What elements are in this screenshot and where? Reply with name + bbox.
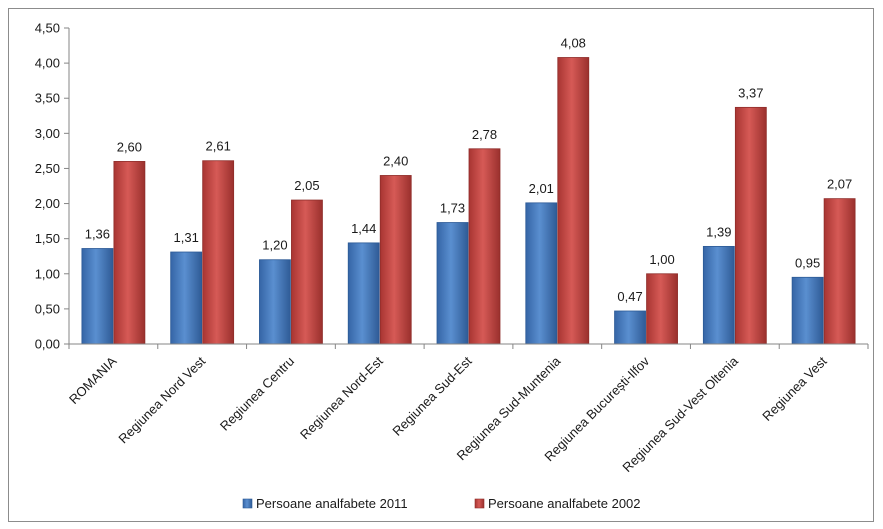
data-label: 3,37 (738, 85, 763, 100)
category-label: Regiunea Centru (217, 354, 297, 434)
data-label: 1,00 (649, 252, 674, 267)
bar (436, 222, 469, 345)
y-tick-label: 1,50 (35, 231, 60, 246)
y-tick-label: 3,50 (35, 91, 60, 106)
y-tick-label: 3,00 (35, 126, 60, 141)
legend: Persoane analfabete 2011 Persoane analfab… (242, 496, 641, 511)
bar (259, 259, 291, 345)
bar (202, 160, 235, 345)
category-label: Regiunea Nord-Est (297, 353, 386, 442)
bar (113, 161, 146, 345)
category-label: ROMANIA (66, 353, 120, 407)
data-label: 0,47 (617, 289, 642, 304)
y-tick-label: 0,00 (35, 337, 60, 352)
y-tick-label: 2,00 (35, 196, 60, 211)
data-label: 1,36 (85, 226, 110, 241)
data-label: 1,73 (440, 201, 465, 216)
data-label: 2,05 (294, 178, 319, 193)
legend-label: Persoane analfabete 2011 (256, 496, 408, 511)
category-label: Regiunea Vest (759, 353, 830, 424)
y-tick-label: 2,50 (35, 161, 60, 176)
bar (791, 276, 824, 345)
bar (525, 202, 558, 345)
bar (347, 242, 380, 345)
bar (81, 248, 114, 345)
data-label: 1,39 (706, 224, 731, 239)
bar (379, 175, 412, 345)
bar (646, 273, 678, 345)
data-label: 2,40 (383, 153, 408, 168)
y-tick-label: 0,50 (35, 301, 60, 316)
legend-swatch (242, 498, 253, 509)
bar (614, 310, 646, 345)
y-axis: 0,00 0,50 1,00 1,50 2,00 2,50 3,00 3,50 4,00 4,50 (35, 21, 70, 352)
data-label: 2,78 (472, 127, 497, 142)
bar (170, 251, 203, 345)
data-label: 2,60 (117, 139, 142, 154)
category-label: Regiunea Sud-Est (389, 353, 474, 438)
data-label: 1,44 (351, 221, 376, 236)
y-tick-label: 4,00 (35, 56, 60, 71)
bar (734, 106, 767, 345)
data-labels: 1,36 2,60 1,31 2,61 1,20 2,05 1,44 2,40 1,73 2,78… (85, 35, 853, 304)
data-label: 1,20 (262, 238, 287, 253)
bar (557, 57, 590, 345)
legend-swatch (474, 498, 485, 509)
data-label: 2,01 (529, 181, 554, 196)
data-label: 2,07 (827, 177, 852, 192)
bars (81, 57, 856, 345)
bar (823, 198, 856, 345)
legend-label: Persoane analfabete 2002 (488, 496, 641, 511)
category-label: Regiunea Nord Vest (115, 353, 208, 446)
data-label: 4,08 (561, 35, 586, 50)
bar (702, 245, 735, 345)
data-label: 1,31 (174, 230, 199, 245)
data-label: 0,95 (795, 255, 820, 270)
y-tick-label: 1,00 (35, 266, 60, 281)
bar (468, 148, 501, 345)
data-label: 2,61 (206, 139, 231, 154)
y-tick-label: 4,50 (35, 21, 60, 36)
bar (291, 199, 323, 345)
